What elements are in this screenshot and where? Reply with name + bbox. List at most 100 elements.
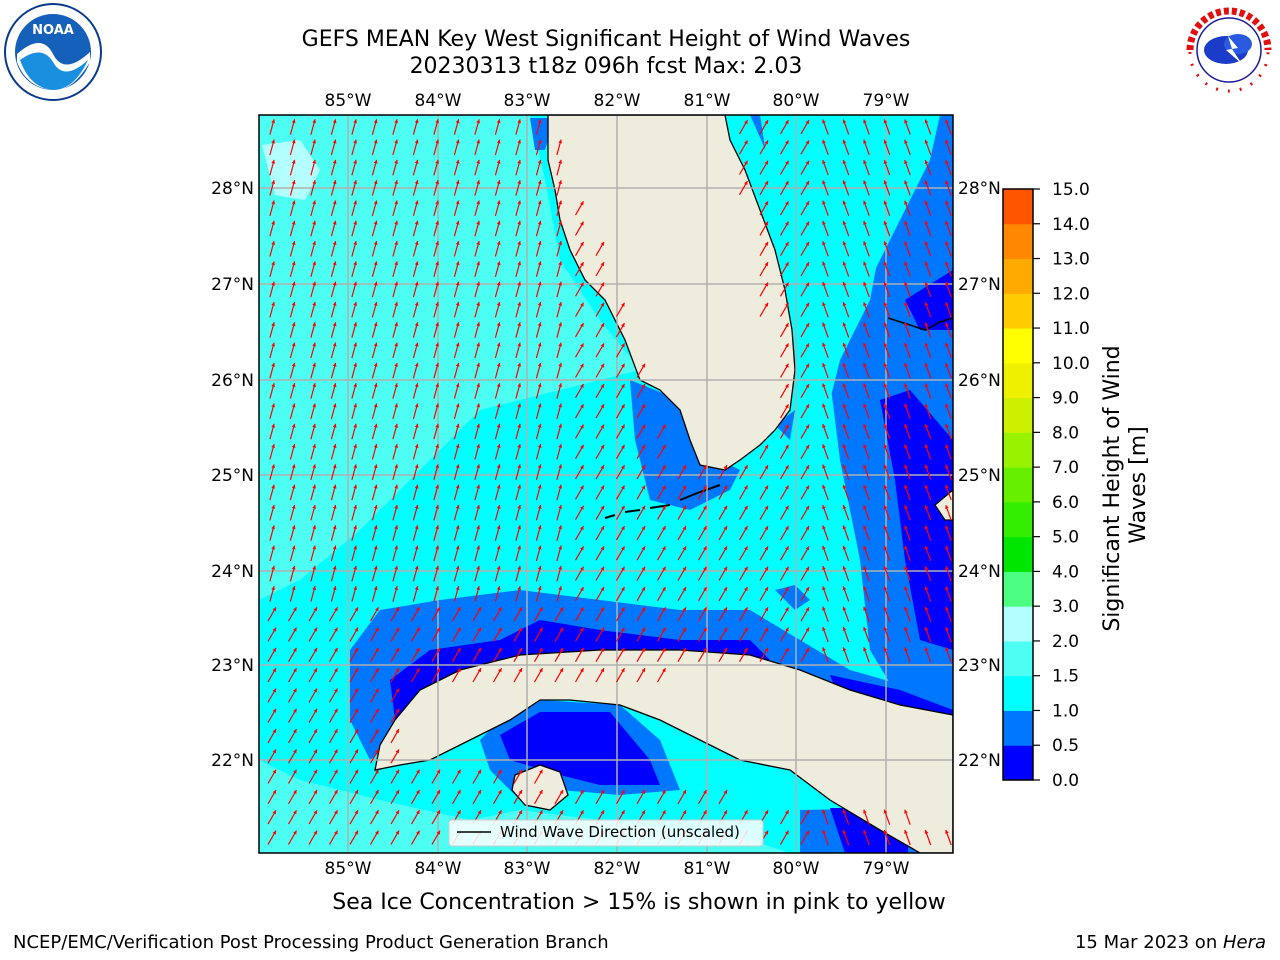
wave-arrow-head [455,119,460,124]
wave-arrow-head [476,180,480,185]
wave-arrow-head [476,119,480,124]
wave-arrow-head [271,586,275,591]
wave-arrow-head [863,424,867,428]
wave-arrow-head [662,810,666,815]
wave-arrow-head [375,830,379,835]
wave-arrow-head [904,281,908,286]
wave-arrow-head [621,323,625,328]
wave-arrow-head [600,810,604,815]
wave-arrow-head [805,627,809,632]
wave-arrow-head [312,525,316,530]
svg-text:NOAA: NOAA [32,23,74,38]
wave-arrow-head [498,810,502,815]
wave-arrow-head [354,627,358,632]
wave-arrow-head [414,119,419,124]
wave-arrow-head [435,159,439,164]
wave-field-1p5-2-west [259,115,640,600]
wave-arrow-head [476,383,480,388]
wave-arrow-head [945,160,949,164]
wave-arrow-head [863,160,867,164]
wave-arrow-head [600,241,604,246]
wave-arrow-head [805,607,809,612]
wave-arrow-head [477,668,481,673]
wave-arrow-head [334,790,338,794]
lat-tick-left-22: 22°N [211,751,254,771]
wave-arrow-head [271,362,275,367]
wave-arrow-head [517,484,521,489]
wave-arrow-head [435,281,439,286]
wave-arrow-head [334,627,338,632]
wave-arrow-head [805,282,809,287]
wave-arrow-head [272,647,276,652]
wave-arrow-head [291,302,296,306]
wave-arrow-head [353,180,357,185]
colorbar-tick-label: 3.0 [1052,597,1079,617]
wave-arrow-head [313,647,317,652]
wave-arrow-head [744,647,748,652]
wave-arrow-head [271,200,275,205]
wave-arrow-head [580,343,584,348]
wave-arrow-head [621,363,625,368]
wave-arrow-head [723,505,727,510]
colorbar-tick-label: 0.0 [1052,771,1079,791]
wave-arrow-head [580,221,584,226]
wave-arrow-head [822,119,826,124]
wave-arrow-head [822,586,826,591]
wave-arrow-head [822,180,826,185]
colorbar-tick-label: 6.0 [1052,493,1079,513]
wave-arrow-head [883,484,888,489]
wave-arrow-head [353,220,357,225]
wave-arrow-head [416,627,420,632]
wave-arrow-head [332,505,337,509]
wave-arrow-head [537,241,542,245]
wave-arrow-head [904,261,908,266]
wave-arrow-head [904,566,908,570]
wave-arrow-head [498,607,502,612]
wave-arrow-head [537,322,542,327]
wave-arrow-head [600,343,604,348]
wave-arrow-head [416,830,420,835]
wave-arrow-head [353,241,357,245]
wave-field-florida-bay [630,380,740,510]
wave-arrow-head [863,809,867,814]
wave-arrow-head [496,119,501,124]
wave-arrow-head [558,200,562,205]
wave-arrow-head [496,180,501,185]
wave-arrow-head [945,139,949,144]
wave-arrow-head [764,505,768,510]
wave-arrow-head [863,545,867,550]
lat-tick-right-24: 24°N [958,562,1001,582]
wave-arrow-head [842,647,847,652]
wave-arrow-head [537,586,542,591]
wave-arrow-head [785,465,789,470]
colorbar-tick-label: 13.0 [1052,250,1090,270]
wave-arrow-head [312,139,316,144]
wave-arrow-head [945,830,949,834]
wave-arrow-head [332,261,337,266]
wave-arrow-head [703,810,707,815]
wave-arrow-head [537,484,542,489]
wave-arrow-head [580,384,584,388]
wave-arrow-head [744,587,748,591]
wave-arrow-head [600,444,604,449]
wave-arrow-head [291,525,296,530]
wave-arrow-head [805,201,809,206]
wave-arrow-head [537,565,542,570]
wave-arrow-head [395,647,399,652]
wave-arrow-head [539,607,543,612]
wave-arrow-head [662,566,666,571]
wave-arrow-head [394,383,398,388]
wave-arrow-head [395,729,399,734]
wave-arrow-head [414,444,419,448]
wave-arrow-head [291,545,296,550]
wave-arrow-head [785,140,789,145]
wave-arrow-head [496,484,501,489]
wave-arrow-head [354,688,358,693]
wave-arrow-head [842,809,847,814]
wave-arrow-head [842,281,847,286]
colorbar-segment [1003,640,1033,677]
wave-arrow-head [785,160,789,165]
land-cuba [374,649,953,853]
wave-arrow-head [517,119,521,124]
wave-arrow-head [455,484,460,489]
